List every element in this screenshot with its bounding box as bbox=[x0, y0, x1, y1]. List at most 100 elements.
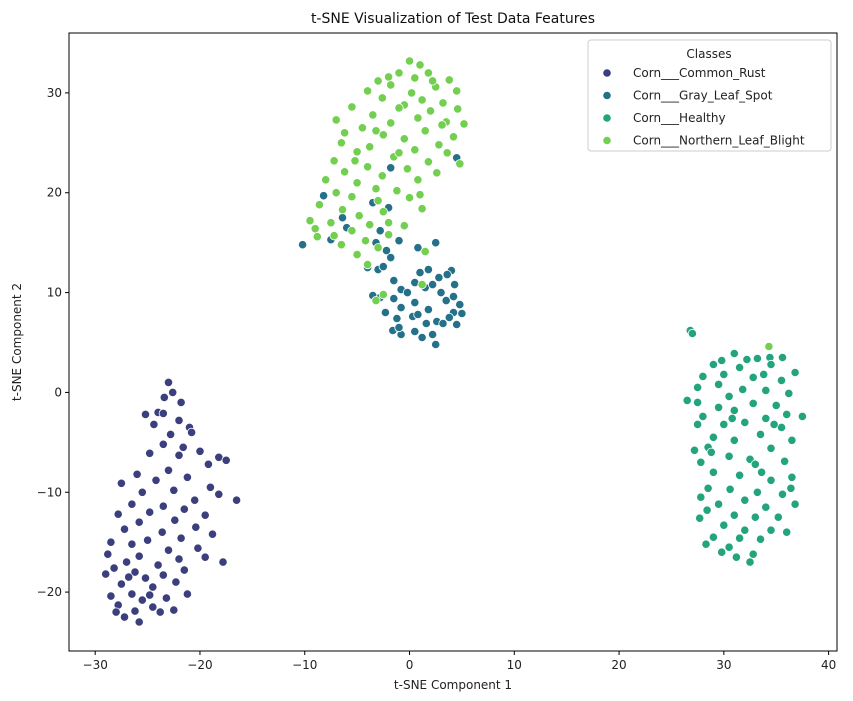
data-point bbox=[436, 287, 446, 298]
data-point bbox=[174, 450, 184, 460]
data-point bbox=[784, 388, 794, 398]
data-point bbox=[386, 80, 396, 90]
data-point bbox=[689, 445, 700, 455]
legend-label: Corn___Healthy bbox=[633, 111, 726, 125]
data-point bbox=[378, 289, 388, 300]
data-point bbox=[719, 419, 729, 429]
data-point bbox=[386, 253, 396, 263]
x-tick-label: 40 bbox=[821, 658, 836, 672]
y-tick-label: 0 bbox=[54, 385, 62, 399]
data-point bbox=[423, 304, 433, 315]
data-point bbox=[106, 537, 116, 547]
data-point bbox=[176, 397, 186, 407]
data-point bbox=[410, 145, 420, 155]
data-point bbox=[441, 295, 451, 306]
data-point bbox=[438, 318, 448, 329]
data-point bbox=[119, 612, 130, 622]
data-point bbox=[373, 76, 383, 86]
data-point bbox=[729, 348, 739, 359]
x-tick-label: 20 bbox=[611, 658, 626, 672]
data-point bbox=[113, 509, 123, 519]
data-point bbox=[331, 115, 341, 125]
data-point bbox=[132, 469, 142, 479]
data-point bbox=[392, 186, 402, 196]
data-point bbox=[339, 128, 350, 138]
data-point bbox=[203, 459, 213, 469]
data-point bbox=[779, 456, 790, 466]
data-point bbox=[706, 447, 716, 457]
data-point bbox=[708, 467, 719, 477]
data-point bbox=[326, 218, 336, 228]
data-point bbox=[310, 224, 320, 234]
data-point bbox=[312, 232, 322, 242]
y-axis: −20 −10 0 10 20 30 bbox=[37, 86, 69, 599]
legend-label: Corn___Common_Rust bbox=[633, 66, 766, 80]
legend-label: Corn___Northern_Leaf_Blight bbox=[633, 134, 805, 148]
data-point bbox=[769, 419, 779, 429]
data-point bbox=[713, 499, 724, 509]
data-point bbox=[729, 510, 739, 520]
data-point bbox=[410, 326, 420, 337]
data-point bbox=[399, 134, 409, 144]
data-point bbox=[214, 489, 224, 499]
data-point bbox=[399, 221, 409, 231]
data-point bbox=[438, 98, 448, 108]
data-point bbox=[745, 557, 755, 567]
data-point bbox=[166, 429, 176, 439]
data-point bbox=[354, 211, 364, 221]
data-point bbox=[148, 602, 158, 612]
chart-title: t-SNE Visualization of Test Data Feature… bbox=[311, 11, 595, 27]
data-point bbox=[713, 402, 724, 412]
data-point bbox=[427, 76, 438, 86]
data-point bbox=[145, 590, 155, 600]
data-point bbox=[417, 332, 427, 343]
data-point bbox=[336, 240, 346, 250]
data-point bbox=[170, 515, 180, 525]
data-point bbox=[417, 204, 427, 214]
data-point bbox=[362, 259, 373, 270]
data-point bbox=[182, 472, 192, 482]
data-point bbox=[432, 168, 442, 178]
data-point bbox=[423, 68, 433, 78]
points-layer bbox=[101, 56, 808, 627]
legend-label: Corn___Gray_Leaf_Spot bbox=[633, 89, 773, 103]
data-point bbox=[130, 606, 140, 616]
data-point bbox=[708, 359, 719, 370]
data-point bbox=[116, 579, 127, 589]
data-point bbox=[777, 489, 788, 499]
data-point bbox=[151, 475, 161, 485]
data-point bbox=[761, 502, 771, 512]
data-point bbox=[159, 392, 169, 402]
data-point bbox=[339, 167, 350, 177]
data-point bbox=[389, 275, 399, 286]
data-point bbox=[350, 156, 360, 166]
data-point bbox=[442, 148, 452, 158]
data-point bbox=[696, 457, 706, 467]
data-point bbox=[413, 175, 423, 185]
data-point bbox=[360, 236, 371, 246]
data-point bbox=[740, 525, 750, 535]
data-point bbox=[375, 226, 385, 236]
data-point bbox=[221, 455, 231, 465]
data-point bbox=[371, 295, 381, 306]
x-tick-label: 0 bbox=[406, 658, 414, 672]
data-point bbox=[413, 309, 423, 320]
data-point bbox=[410, 73, 420, 83]
data-point bbox=[331, 188, 341, 198]
data-point bbox=[776, 375, 787, 385]
data-point bbox=[724, 542, 734, 552]
x-tick-label: −10 bbox=[292, 658, 317, 672]
data-point bbox=[392, 313, 402, 324]
legend-marker bbox=[602, 113, 612, 123]
data-point bbox=[455, 159, 465, 169]
data-point bbox=[695, 513, 705, 523]
data-point bbox=[748, 372, 758, 382]
data-point bbox=[163, 465, 174, 475]
data-point bbox=[742, 354, 752, 365]
data-point bbox=[182, 589, 192, 599]
data-point bbox=[383, 230, 394, 240]
legend-marker bbox=[602, 90, 612, 101]
data-point bbox=[111, 607, 121, 617]
data-point bbox=[750, 459, 760, 469]
